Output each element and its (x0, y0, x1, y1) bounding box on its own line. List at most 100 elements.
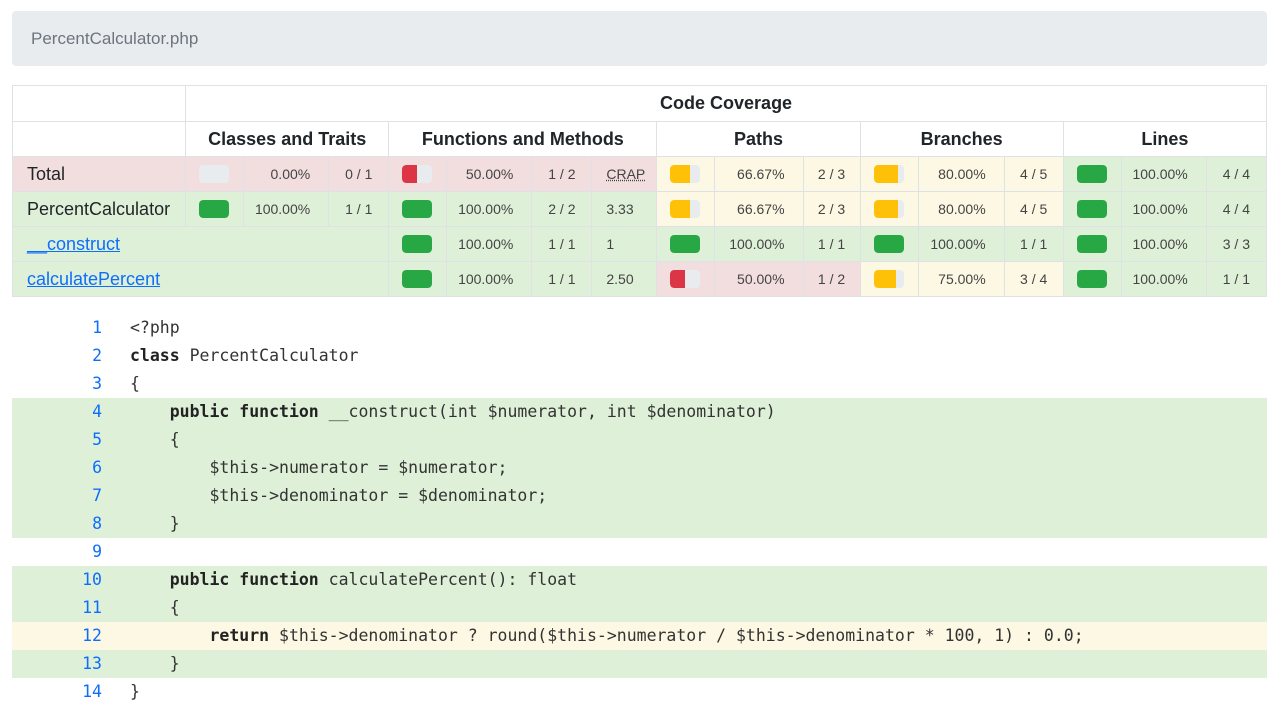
branches-pct: 75.00% (917, 261, 1005, 297)
crap-header: CRAP (591, 156, 658, 192)
paths-pct: 100.00% (714, 226, 804, 262)
code-text: { (130, 598, 180, 617)
lines-frac: 1 / 1 (1205, 261, 1268, 297)
row-name: Total (11, 156, 187, 192)
table-row: PercentCalculator 100.00% 1 / 1 100.00% … (11, 191, 1268, 227)
coverage-bar (670, 270, 701, 288)
paths-pct: 50.00% (714, 261, 804, 297)
crap-value: 3.33 (591, 191, 658, 227)
coverage-bar (402, 270, 433, 288)
code-text: __construct(int $numerator, int $denomin… (318, 402, 776, 421)
branches-frac: 4 / 5 (1003, 156, 1064, 192)
line-number[interactable]: 13 (82, 654, 102, 673)
methods-frac: 1 / 2 (531, 156, 593, 192)
code-text: } (130, 654, 180, 673)
code-text: <?php (130, 318, 180, 337)
coverage-bar (873, 270, 904, 288)
line-number[interactable]: 7 (92, 486, 102, 505)
coverage-bar (873, 165, 904, 183)
code-line: 11 { (12, 594, 1267, 622)
table-row: calculatePercent 100.00% 1 / 1 2.50 50.0… (11, 261, 1268, 297)
crap-value: 2.50 (591, 261, 658, 297)
header-classes-traits: Classes and Traits (185, 121, 390, 157)
paths-pct: 66.67% (714, 156, 804, 192)
code-keyword: public function (130, 402, 319, 421)
table-row: Total 0.00% 0 / 1 50.00% 1 / 2 CRAP 66.6… (11, 156, 1268, 192)
methods-frac: 2 / 2 (531, 191, 593, 227)
table-row: __construct 100.00% 1 / 1 1 100.00% 1 / … (11, 226, 1268, 262)
code-line: 1 <?php (12, 314, 1267, 342)
coverage-bar (873, 235, 904, 253)
code-keyword: public function (130, 570, 319, 589)
code-text: calculatePercent(): float (318, 570, 578, 589)
code-line: 6 $this->numerator = $numerator; (12, 454, 1267, 482)
methods-pct: 100.00% (446, 261, 533, 297)
header-lines: Lines (1062, 121, 1268, 157)
code-text: $this->denominator = $denominator; (130, 486, 548, 505)
header-branches: Branches (859, 121, 1064, 157)
methods-frac: 1 / 1 (531, 261, 593, 297)
line-number[interactable]: 5 (92, 430, 102, 449)
breadcrumb: PercentCalculator.php (12, 11, 1267, 66)
line-number[interactable]: 4 (92, 402, 102, 421)
coverage-bar (199, 200, 230, 218)
row-name-cell: calculatePercent (11, 261, 390, 297)
methods-frac: 1 / 1 (531, 226, 593, 262)
lines-pct: 100.00% (1120, 226, 1207, 262)
row-name: PercentCalculator (11, 191, 187, 227)
code-text: } (130, 514, 180, 533)
code-line: 14} (12, 678, 1267, 706)
coverage-bar (402, 235, 433, 253)
line-number[interactable]: 10 (82, 570, 102, 589)
classes-frac: 1 / 1 (328, 191, 390, 227)
code-keyword: class (130, 346, 180, 365)
code-line: 13 } (12, 650, 1267, 678)
header-functions-methods: Functions and Methods (388, 121, 658, 157)
header-code-coverage: Code Coverage (185, 85, 1267, 122)
line-number[interactable]: 9 (92, 542, 102, 561)
line-number[interactable]: 8 (92, 514, 102, 533)
code-line: 7 $this->denominator = $denominator; (12, 482, 1267, 510)
classes-pct: 0.00% (243, 156, 330, 192)
method-link-construct[interactable]: __construct (27, 233, 121, 254)
code-line: 9 (12, 538, 1267, 566)
coverage-bar (670, 235, 701, 253)
method-link-calculate-percent[interactable]: calculatePercent (27, 268, 161, 289)
coverage-bar (1076, 165, 1107, 183)
paths-frac: 2 / 3 (802, 156, 861, 192)
line-number[interactable]: 14 (82, 682, 102, 701)
paths-frac: 1 / 2 (802, 261, 861, 297)
crap-abbr: CRAP (606, 166, 646, 182)
branches-frac: 1 / 1 (1003, 226, 1064, 262)
classes-frac: 0 / 1 (328, 156, 390, 192)
breadcrumb-file: PercentCalculator.php (31, 29, 199, 48)
paths-frac: 2 / 3 (802, 191, 861, 227)
coverage-bar (402, 200, 433, 218)
code-line: 12 return $this->denominator ? round($th… (12, 622, 1267, 650)
line-number[interactable]: 1 (92, 318, 102, 337)
lines-pct: 100.00% (1120, 191, 1207, 227)
line-number[interactable]: 12 (82, 626, 102, 645)
line-number[interactable]: 2 (92, 346, 102, 365)
coverage-table: Code Coverage Classes and Traits Functio… (11, 85, 1268, 297)
code-line: 10 public function calculatePercent(): f… (12, 566, 1267, 594)
source-code: 1 <?php 2 class PercentCalculator 3{ 4 pub… (12, 314, 1267, 706)
crap-value: 1 (591, 226, 658, 262)
methods-pct: 100.00% (446, 191, 533, 227)
coverage-bar (670, 165, 701, 183)
code-line: 3{ (12, 370, 1267, 398)
coverage-bar (1076, 270, 1107, 288)
line-number[interactable]: 3 (92, 374, 102, 393)
code-text: PercentCalculator (179, 346, 359, 365)
code-line: 2 class PercentCalculator (12, 342, 1267, 370)
lines-pct: 100.00% (1120, 261, 1207, 297)
coverage-bar (1076, 200, 1107, 218)
line-number[interactable]: 6 (92, 458, 102, 477)
coverage-bar (199, 165, 230, 183)
line-number[interactable]: 11 (82, 598, 102, 617)
header-paths: Paths (656, 121, 861, 157)
code-keyword: return (130, 626, 270, 645)
branches-frac: 3 / 4 (1003, 261, 1064, 297)
code-text: $this->denominator ? round($this->numera… (269, 626, 1084, 645)
classes-pct: 100.00% (243, 191, 330, 227)
